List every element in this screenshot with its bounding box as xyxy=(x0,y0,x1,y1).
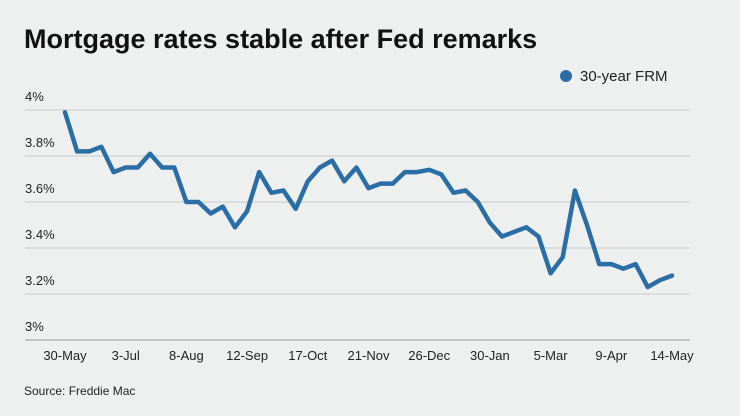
x-tick-label: 17-Oct xyxy=(288,348,327,363)
y-tick-label: 3.2% xyxy=(25,273,55,288)
series-line xyxy=(62,110,675,290)
x-tick-label: 5-Mar xyxy=(534,348,569,363)
y-tick-label: 3.8% xyxy=(25,135,55,150)
y-tick-label: 3.4% xyxy=(25,227,55,242)
x-tick-label: 30-May xyxy=(43,348,87,363)
x-tick-label: 8-Aug xyxy=(169,348,204,363)
x-tick-label: 12-Sep xyxy=(226,348,268,363)
chart-title: Mortgage rates stable after Fed remarks xyxy=(24,24,537,54)
x-tick-label: 26-Dec xyxy=(408,348,450,363)
y-tick-label: 3.6% xyxy=(25,181,55,196)
x-tick-label: 3-Jul xyxy=(112,348,140,363)
x-tick-label: 14-May xyxy=(650,348,694,363)
x-tick-label: 30-Jan xyxy=(470,348,510,363)
y-tick-label: 4% xyxy=(25,89,44,104)
legend-marker xyxy=(560,70,572,82)
y-tick-label: 3% xyxy=(25,319,44,334)
x-tick-label: 9-Apr xyxy=(595,348,627,363)
x-tick-label: 21-Nov xyxy=(348,348,390,363)
source: Source: Freddie Mac xyxy=(24,384,135,398)
legend-label: 30-year FRM xyxy=(580,68,668,85)
